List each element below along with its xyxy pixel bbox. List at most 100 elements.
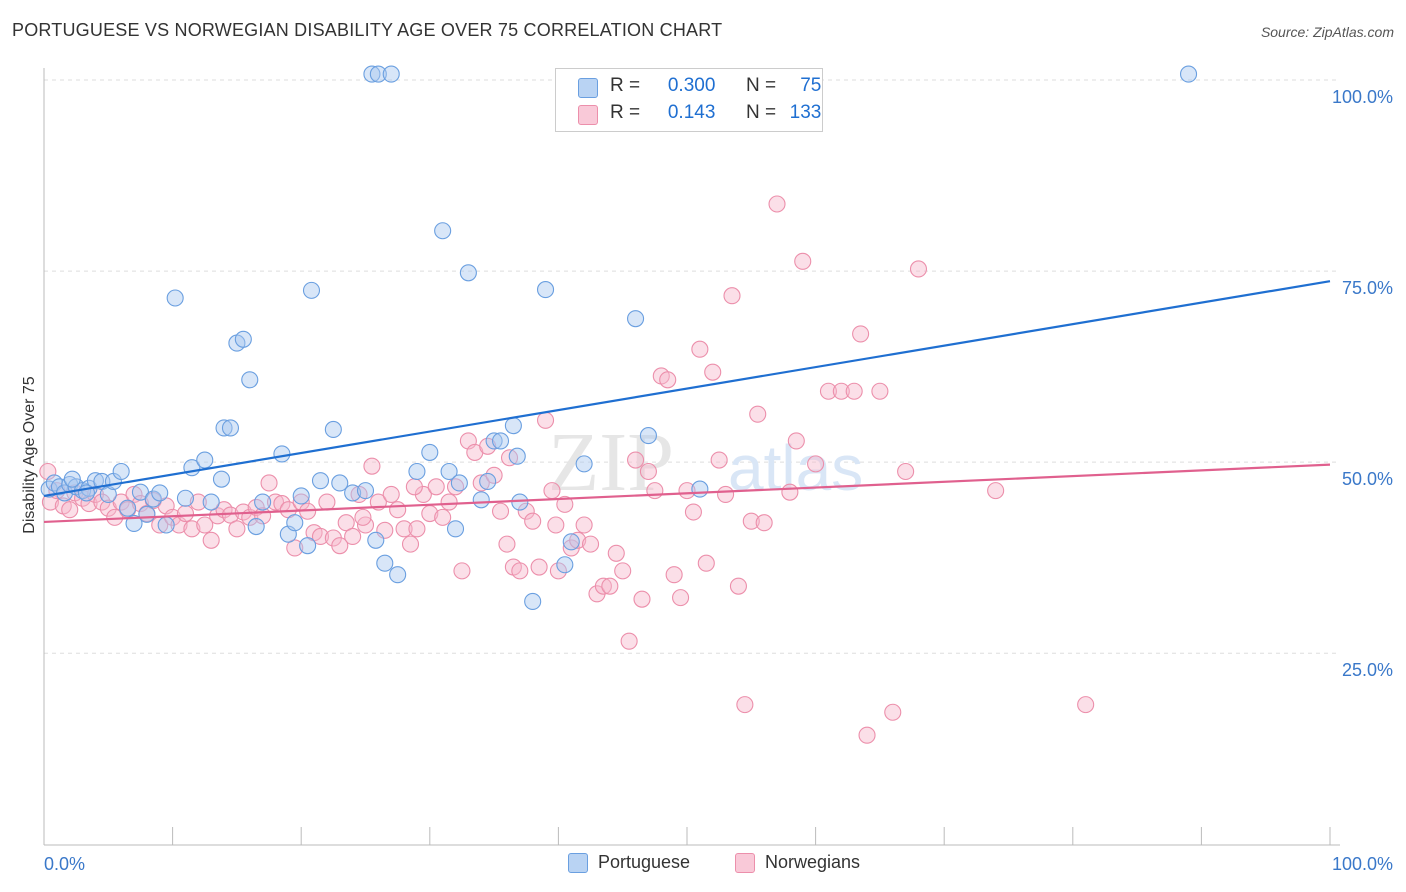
norwegians-legend-label: Norwegians	[765, 852, 861, 872]
norwegians-point	[202, 531, 220, 549]
norwegians-point	[665, 566, 683, 584]
norwegians-point	[498, 535, 516, 553]
norwegians-point	[556, 495, 574, 513]
portuguese-point	[234, 330, 252, 348]
y-tick-labels: 25.0% 50.0% 75.0% 100.0%	[1332, 87, 1393, 680]
portuguese-trend-line	[43, 280, 1331, 498]
portuguese-point	[344, 484, 362, 502]
norwegians-point	[659, 371, 677, 389]
portuguese-point	[86, 472, 104, 490]
norwegians-point	[260, 474, 278, 492]
norwegians-point	[183, 520, 201, 538]
norwegians-point	[678, 482, 696, 500]
norwegians-point	[581, 535, 600, 553]
norwegians-point	[897, 462, 915, 481]
norwegians-point	[405, 478, 423, 496]
norwegians-point	[755, 514, 773, 532]
norwegians-point	[189, 493, 207, 511]
norwegians-point	[871, 382, 889, 400]
norwegians-point	[472, 474, 490, 492]
norwegians-point	[318, 493, 336, 511]
x-tick-label-min: 0.0%	[44, 854, 85, 874]
gridlines	[44, 79, 1340, 654]
y-tick-label: 50.0%	[1342, 469, 1393, 489]
portuguese-point	[562, 533, 580, 551]
portuguese-point	[215, 419, 233, 437]
norwegians-point	[228, 520, 246, 538]
norwegians-point	[691, 340, 709, 358]
portuguese-point	[440, 462, 458, 481]
norwegians-point	[434, 508, 452, 526]
norwegians-point	[491, 502, 510, 520]
portuguese-point	[112, 462, 130, 481]
norwegians-point	[530, 558, 548, 576]
norwegians-point	[723, 287, 741, 305]
norwegians-point	[61, 501, 79, 519]
norwegians-point	[594, 577, 612, 595]
norwegians-point	[524, 512, 542, 530]
portuguese-point	[434, 222, 452, 240]
norwegians-point	[639, 462, 657, 481]
portuguese-point	[450, 474, 468, 492]
portuguese-point	[639, 427, 657, 445]
norwegians-point	[704, 363, 722, 381]
norwegians-point	[125, 485, 143, 503]
norwegians-point	[427, 478, 445, 496]
norwegians-point	[331, 537, 349, 555]
source-label: Source: ZipAtlas.com	[1260, 24, 1394, 40]
portuguese-point	[311, 472, 330, 490]
norwegians-point	[710, 451, 728, 469]
norwegians-point	[337, 514, 355, 532]
portuguese-point	[247, 517, 265, 536]
portuguese-point	[324, 420, 342, 439]
norwegians-point	[536, 411, 555, 429]
norwegians-legend-swatch	[735, 853, 755, 873]
norwegians-point	[363, 457, 381, 475]
norwegians-point	[549, 562, 567, 580]
n-label: N =	[745, 102, 777, 123]
portuguese-point	[382, 65, 400, 83]
norwegians-point	[614, 562, 632, 580]
portuguese-point	[331, 474, 349, 492]
norwegians-point	[344, 527, 362, 546]
norwegians-point	[787, 432, 805, 450]
portuguese-point	[202, 493, 220, 511]
norwegians-point	[987, 482, 1005, 500]
r-label: R =	[610, 102, 641, 123]
norwegians-point	[1077, 696, 1095, 714]
axes	[43, 68, 1340, 846]
norwegians-point	[768, 195, 786, 213]
norwegians-point	[697, 554, 715, 572]
norwegians-point	[569, 531, 587, 549]
n-value: 75	[800, 75, 822, 96]
portuguese-point	[367, 531, 385, 549]
portuguese-point	[508, 447, 526, 465]
norwegians-point	[209, 507, 227, 525]
norwegians-point	[627, 451, 645, 469]
portuguese-point	[273, 445, 291, 463]
portuguese-point	[286, 514, 304, 532]
portuguese-point	[99, 485, 117, 503]
portuguese-point	[389, 566, 407, 584]
portuguese-swatch	[578, 78, 598, 98]
portuguese-point	[125, 514, 143, 533]
portuguese-point	[299, 537, 317, 555]
portuguese-point	[212, 470, 231, 488]
norwegians-point	[736, 696, 754, 714]
norwegians-point	[543, 482, 561, 500]
watermark-zip: ZIP	[548, 416, 674, 509]
norwegians-trend-line	[43, 463, 1331, 524]
norwegians-point	[794, 252, 812, 270]
portuguese-point	[241, 371, 259, 389]
norwegians-point	[819, 382, 838, 400]
portuguese-point	[485, 432, 503, 450]
norwegians-point	[354, 508, 372, 526]
portuguese-point	[691, 480, 709, 498]
portuguese-point	[144, 490, 162, 508]
portuguese-point	[556, 556, 574, 574]
norwegians-point	[547, 516, 565, 534]
trend-lines	[43, 280, 1331, 524]
norwegians-point	[807, 455, 825, 473]
portuguese-point	[302, 281, 321, 299]
norwegians-point	[620, 632, 638, 650]
